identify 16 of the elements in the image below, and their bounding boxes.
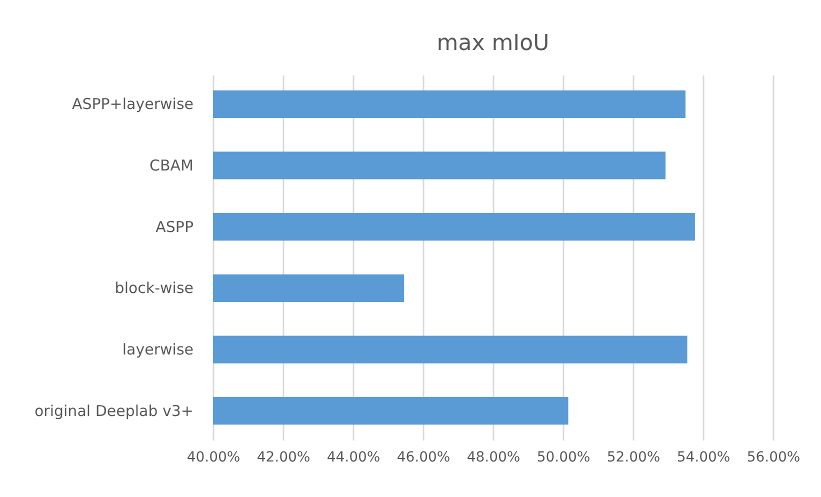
x-tick-label: 46.00% <box>396 450 450 466</box>
y-tick-label: layerwise <box>122 340 194 359</box>
x-tick-label: 48.00% <box>466 450 520 466</box>
x-tick-label: 40.00% <box>186 450 240 466</box>
x-tick-label: 54.00% <box>676 450 730 466</box>
y-tick-label: ASPP+layerwise <box>72 95 194 114</box>
x-tick-label: 44.00% <box>326 450 380 466</box>
x-tick-label: 50.00% <box>536 450 590 466</box>
x-tick-label: 52.00% <box>606 450 660 466</box>
chart-title: max mIoU <box>436 31 550 56</box>
y-tick-label: original Deeplab v3+ <box>34 402 194 420</box>
y-tick-label: CBAM <box>150 156 194 174</box>
y-tick-label: block-wise <box>114 279 194 298</box>
x-tick-label: 42.00% <box>256 450 310 466</box>
y-tick-label: ASPP <box>156 218 194 236</box>
x-tick-label: 56.00% <box>746 450 800 466</box>
